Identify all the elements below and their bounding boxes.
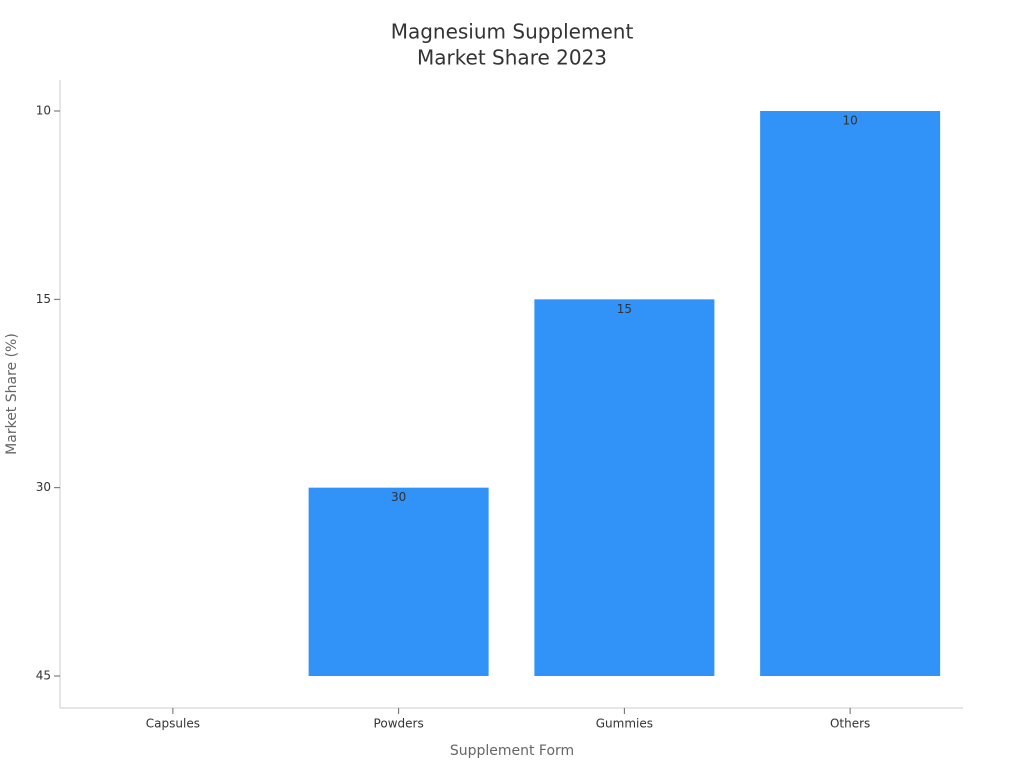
y-tick-label: 30 bbox=[36, 480, 51, 494]
chart-title: Magnesium Supplement bbox=[391, 20, 634, 44]
y-axis-label: Market Share (%) bbox=[4, 333, 20, 455]
bar bbox=[308, 487, 489, 676]
chart-title: Market Share 2023 bbox=[417, 46, 607, 70]
y-tick-label: 10 bbox=[36, 104, 51, 118]
x-tick-label: Powders bbox=[374, 717, 424, 731]
y-tick-label: 45 bbox=[36, 669, 51, 683]
x-tick-label: Others bbox=[830, 717, 870, 731]
bar bbox=[760, 111, 941, 676]
data-label: 30 bbox=[391, 490, 406, 504]
x-axis-label: Supplement Form bbox=[450, 743, 574, 759]
bar bbox=[534, 299, 715, 676]
data-label: 15 bbox=[617, 302, 632, 316]
x-tick-label: Gummies bbox=[596, 717, 653, 731]
y-tick-label: 15 bbox=[36, 292, 51, 306]
data-label: 10 bbox=[842, 114, 857, 128]
x-tick-label: Capsules bbox=[146, 717, 200, 731]
